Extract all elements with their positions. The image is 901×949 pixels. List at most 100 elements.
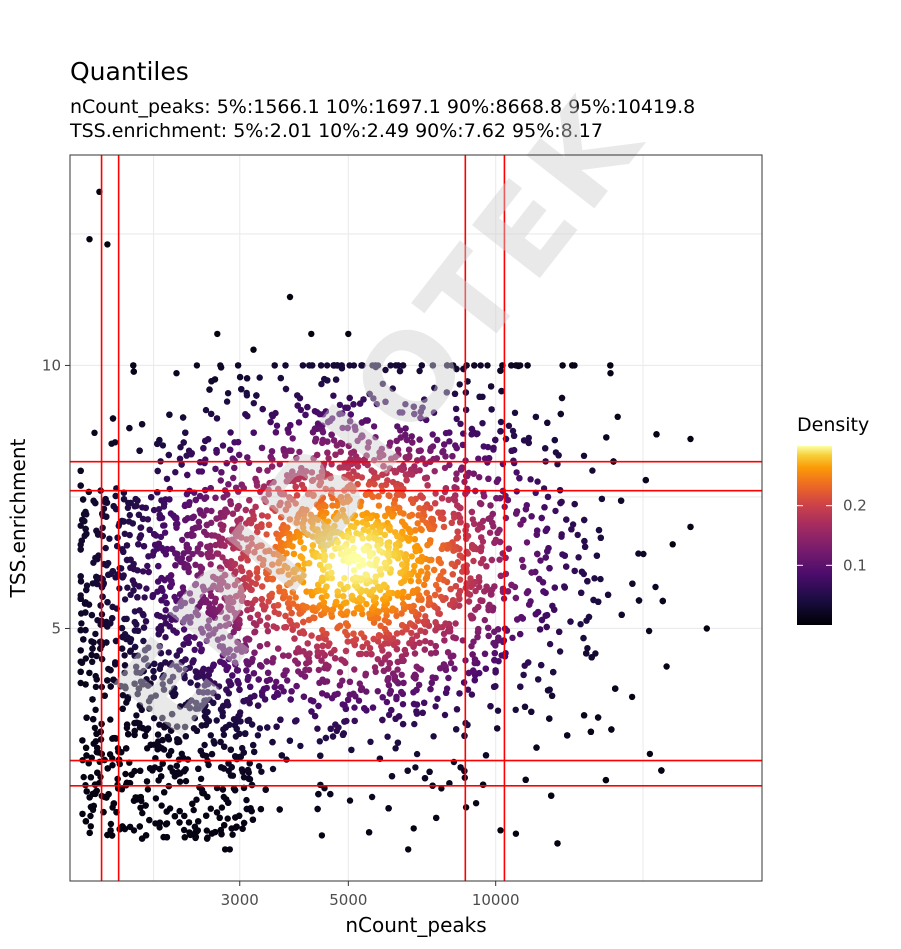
data-point (440, 630, 448, 637)
data-point (126, 511, 133, 519)
data-point (612, 685, 619, 692)
data-point (471, 362, 478, 369)
data-point (150, 674, 157, 681)
data-point (182, 777, 190, 785)
data-point (112, 678, 120, 685)
data-point (432, 581, 440, 589)
data-point (210, 689, 217, 697)
data-point (86, 829, 93, 837)
data-point (282, 362, 289, 369)
data-point (504, 496, 512, 504)
data-point (191, 714, 198, 722)
data-point (256, 374, 263, 381)
data-point (154, 440, 161, 448)
data-point (226, 846, 233, 853)
data-point (146, 816, 153, 824)
data-point (145, 568, 152, 576)
data-point (167, 764, 174, 771)
data-point (99, 593, 106, 600)
data-point (83, 511, 90, 518)
data-point (441, 488, 449, 496)
data-point (99, 532, 106, 540)
data-point (429, 362, 437, 369)
data-point (118, 645, 126, 652)
data-point (365, 829, 373, 836)
data-point (135, 511, 143, 518)
data-point (267, 418, 274, 426)
data-point (308, 632, 315, 639)
data-point (190, 657, 197, 664)
data-point (106, 751, 114, 758)
data-point (121, 662, 129, 669)
data-point (201, 741, 208, 749)
data-point (107, 683, 114, 690)
data-point (399, 561, 406, 568)
data-point (441, 464, 449, 472)
data-point (411, 562, 418, 570)
data-point (493, 495, 500, 502)
data-point (145, 662, 152, 669)
data-point (285, 652, 292, 659)
data-point (253, 392, 260, 399)
data-point (81, 517, 88, 525)
data-point (130, 362, 137, 369)
data-point (497, 827, 504, 834)
data-point (423, 564, 431, 571)
data-point (146, 526, 153, 533)
data-point (396, 367, 404, 375)
data-point (451, 665, 458, 672)
data-point (336, 669, 344, 676)
data-point (381, 531, 389, 539)
data-point (176, 778, 184, 785)
data-point (77, 627, 84, 634)
chart-subtitle-line-1: nCount_peaks: 5%:1566.1 10%:1697.1 90%:8… (70, 96, 695, 118)
data-point (518, 556, 526, 564)
data-point (467, 612, 475, 619)
data-point (151, 660, 158, 667)
data-point (236, 686, 243, 693)
data-point (186, 664, 193, 671)
data-point (532, 611, 539, 618)
data-point (569, 521, 577, 528)
data-point (703, 625, 710, 632)
data-point (213, 415, 221, 422)
data-point (453, 470, 460, 477)
data-point (481, 616, 488, 624)
data-point (140, 667, 147, 675)
data-point (214, 693, 221, 700)
data-point (505, 422, 513, 429)
data-point (317, 362, 325, 369)
data-point (192, 833, 200, 841)
data-point (107, 827, 114, 834)
data-point (182, 733, 189, 740)
data-point (82, 655, 90, 662)
data-point (352, 636, 360, 643)
data-point (429, 674, 436, 681)
data-point (146, 705, 153, 712)
data-point (422, 613, 429, 620)
data-point (288, 688, 295, 695)
data-point (559, 551, 566, 558)
data-point (204, 436, 212, 443)
data-point (197, 775, 205, 782)
data-point (300, 693, 308, 700)
data-point (319, 649, 326, 656)
data-point (583, 650, 590, 657)
data-point (479, 420, 486, 427)
data-point (477, 597, 484, 604)
data-point (331, 646, 338, 654)
data-point (382, 366, 389, 374)
data-point (453, 415, 460, 423)
data-point (580, 712, 588, 719)
data-point (164, 722, 172, 729)
data-point (494, 725, 501, 732)
data-point (168, 710, 176, 718)
data-point (564, 732, 571, 739)
data-point (119, 705, 126, 712)
data-point (569, 362, 576, 369)
data-point (82, 818, 90, 825)
data-point (142, 802, 149, 809)
data-point (398, 579, 405, 587)
data-point (538, 514, 545, 522)
data-point (356, 595, 364, 602)
